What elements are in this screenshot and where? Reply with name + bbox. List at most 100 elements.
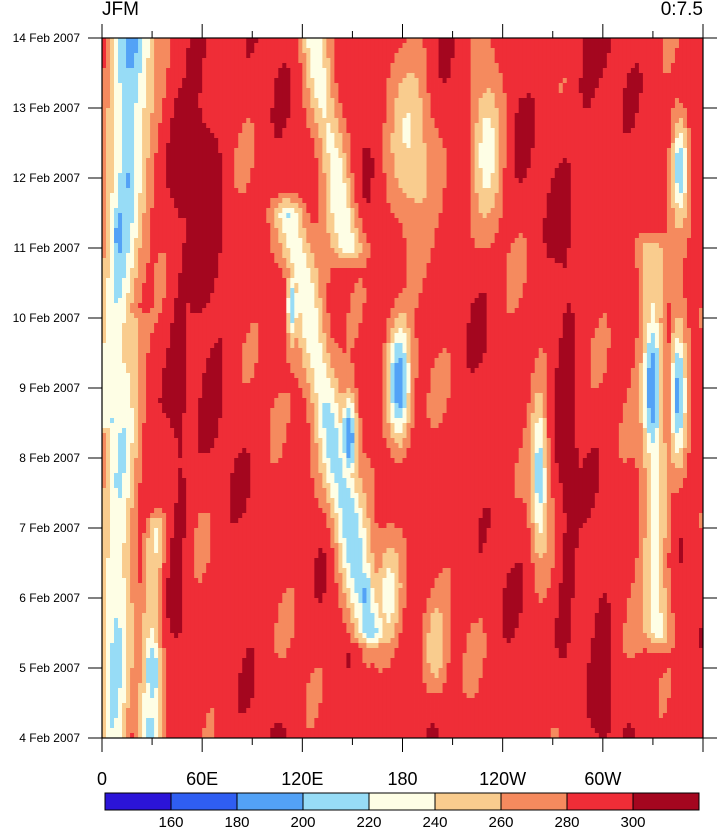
heatmap-cell (407, 168, 411, 173)
heatmap-cell (218, 43, 222, 48)
heatmap-cell (507, 113, 511, 118)
heatmap-cell (599, 58, 603, 63)
heatmap-cell (118, 123, 122, 128)
heatmap-cell (675, 88, 679, 93)
heatmap-cell (214, 93, 218, 98)
heatmap-cell (278, 153, 282, 158)
heatmap-cell (382, 98, 386, 103)
heatmap-cell (382, 188, 386, 193)
heatmap-cell (479, 138, 483, 143)
heatmap-cell (635, 143, 639, 148)
heatmap-cell (254, 53, 258, 58)
heatmap-cell (619, 183, 623, 188)
heatmap-cell (667, 88, 671, 93)
heatmap-cell (194, 203, 198, 208)
heatmap-cell (539, 188, 543, 193)
heatmap-cell (262, 188, 266, 193)
heatmap-cell (615, 123, 619, 128)
heatmap-cell (547, 53, 551, 58)
heatmap-cell (130, 48, 134, 53)
heatmap-cell (354, 198, 358, 203)
heatmap-cell (158, 43, 162, 48)
heatmap-cell (210, 173, 214, 178)
heatmap-cell (190, 98, 194, 103)
heatmap-cell (254, 143, 258, 148)
heatmap-cell (218, 168, 222, 173)
heatmap-cell (671, 88, 675, 93)
heatmap-cell (579, 83, 583, 88)
heatmap-cell (274, 128, 278, 133)
heatmap-cell (262, 128, 266, 133)
heatmap-cell (102, 203, 106, 208)
heatmap-cell (683, 128, 687, 133)
heatmap-cell (398, 193, 402, 198)
heatmap-cell (290, 93, 294, 98)
heatmap-cell (370, 43, 374, 48)
heatmap-cell (102, 188, 106, 193)
heatmap-cell (126, 158, 130, 163)
heatmap-cell (679, 68, 683, 73)
heatmap-cell (258, 48, 262, 53)
heatmap-cell (551, 118, 555, 123)
heatmap-cell (591, 73, 595, 78)
heatmap-cell (378, 38, 382, 43)
heatmap-cell (471, 48, 475, 53)
heatmap-cell (106, 98, 110, 103)
heatmap-cell (286, 148, 290, 153)
heatmap-cell (346, 188, 350, 193)
heatmap-cell (122, 153, 126, 158)
heatmap-cell (278, 53, 282, 58)
heatmap-cell (250, 78, 254, 83)
heatmap-cell (487, 153, 491, 158)
heatmap-cell (242, 138, 246, 143)
heatmap-cell (106, 178, 110, 183)
heatmap-cell (394, 93, 398, 98)
heatmap-cell (330, 198, 334, 203)
heatmap-cell (246, 188, 250, 193)
heatmap-cell (294, 138, 298, 143)
heatmap-cell (254, 78, 258, 83)
heatmap-cell (378, 53, 382, 58)
heatmap-cell (483, 198, 487, 203)
heatmap-cell (423, 173, 427, 178)
heatmap-cell (262, 168, 266, 173)
heatmap-cell (138, 118, 142, 123)
heatmap-cell (206, 198, 210, 203)
heatmap-cell (639, 138, 643, 143)
heatmap-cell (186, 88, 190, 93)
heatmap-cell (370, 118, 374, 123)
heatmap-cell (451, 43, 455, 48)
heatmap-cell (190, 178, 194, 183)
heatmap-cell (571, 153, 575, 158)
heatmap-cell (647, 183, 651, 188)
heatmap-cell (190, 103, 194, 108)
heatmap-cell (631, 128, 635, 133)
heatmap-cell (595, 163, 599, 168)
heatmap-cell (675, 168, 679, 173)
heatmap-cell (178, 78, 182, 83)
heatmap-cell (358, 123, 362, 128)
heatmap-cell (334, 193, 338, 198)
heatmap-cell (403, 68, 407, 73)
heatmap-cell (563, 103, 567, 108)
heatmap-cell (138, 158, 142, 163)
heatmap-cell (318, 63, 322, 68)
heatmap-cell (563, 108, 567, 113)
heatmap-cell (615, 63, 619, 68)
heatmap-cell (274, 163, 278, 168)
heatmap-cell (346, 98, 350, 103)
heatmap-cell (527, 178, 531, 183)
heatmap-cell (314, 178, 318, 183)
heatmap-cell (459, 183, 463, 188)
heatmap-cell (599, 153, 603, 158)
heatmap-cell (611, 158, 615, 163)
heatmap-cell (182, 58, 186, 63)
heatmap-cell (471, 43, 475, 48)
heatmap-cell (559, 133, 563, 138)
heatmap-cell (322, 148, 326, 153)
heatmap-cell (194, 173, 198, 178)
heatmap-cell (507, 198, 511, 203)
heatmap-cell (447, 78, 451, 83)
heatmap-cell (234, 93, 238, 98)
heatmap-cell (623, 78, 627, 83)
